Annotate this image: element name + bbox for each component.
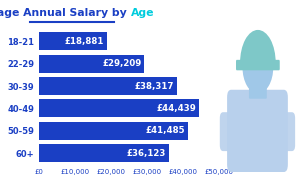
Text: £18,881: £18,881 [65,37,104,46]
Bar [39,77,177,95]
Text: £41,485: £41,485 [146,126,185,135]
Text: Average Annual Salary by: Average Annual Salary by [0,8,130,18]
FancyBboxPatch shape [220,112,295,151]
Bar [39,55,144,73]
FancyBboxPatch shape [236,60,280,70]
Text: Age: Age [130,8,154,18]
Text: £44,439: £44,439 [156,104,196,113]
Text: £29,209: £29,209 [102,59,141,68]
Text: £36,123: £36,123 [127,149,166,158]
Bar [39,32,107,50]
Bar [39,144,169,162]
Ellipse shape [242,41,273,94]
Bar [39,122,188,140]
Bar [39,99,199,117]
FancyBboxPatch shape [249,78,267,99]
Wedge shape [240,30,276,63]
Text: £38,317: £38,317 [135,82,174,91]
FancyBboxPatch shape [227,90,288,172]
